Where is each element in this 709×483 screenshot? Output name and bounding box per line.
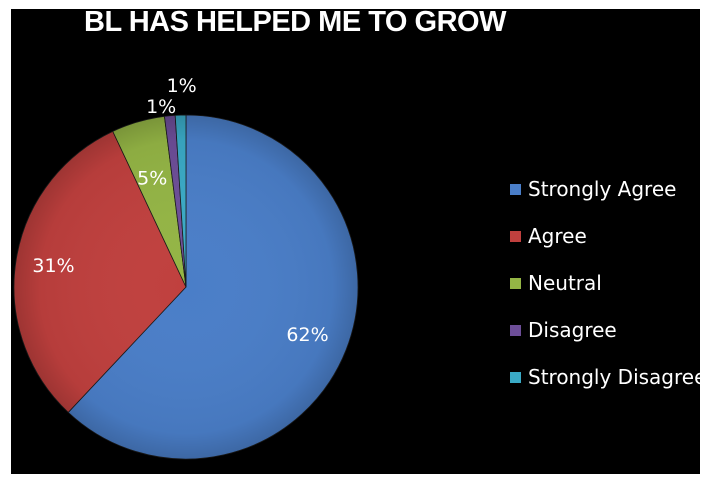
chart-title: BL HAS HELPED ME TO GROW: [84, 9, 507, 38]
data-label-strongly-agree: 62%: [286, 324, 328, 346]
legend-swatch-strongly-agree: [510, 184, 521, 195]
legend-swatch-strongly-disagree: [510, 372, 521, 383]
data-label-disagree: 1%: [146, 96, 176, 118]
legend-swatch-disagree: [510, 325, 521, 336]
data-label-agree: 31%: [32, 255, 74, 277]
data-label-strongly-disagree: 1%: [167, 75, 197, 97]
legend-label-disagree: Disagree: [528, 318, 617, 342]
data-label-neutral: 5%: [137, 168, 167, 190]
pie-chart: BL HAS HELPED ME TO GROW 62% 31% 5% 1%1% St…: [13, 9, 700, 460]
legend-label-strongly-disagree: Strongly Disagree: [528, 365, 700, 389]
legend-swatch-neutral: [510, 278, 521, 289]
legend-label-agree: Agree: [528, 224, 587, 248]
legend-label-strongly-agree: Strongly Agree: [528, 177, 676, 201]
legend-swatch-agree: [510, 231, 521, 242]
chart-frame: BL HAS HELPED ME TO GROW 62% 31% 5% 1% 1% St…: [11, 9, 700, 474]
legend-label-neutral: Neutral: [528, 271, 602, 295]
chart-legend: Strongly Agree Agree Neutral Disagree Strong…: [510, 177, 700, 389]
